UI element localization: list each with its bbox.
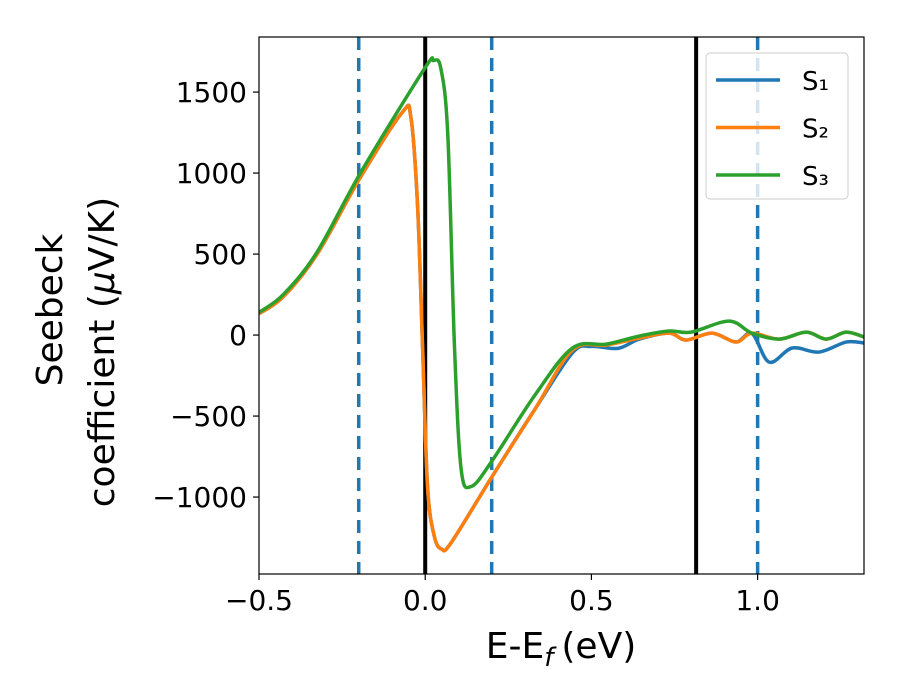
y-tick-label: −500 (170, 400, 247, 433)
plot-frame (258, 36, 865, 575)
legend-label: S₁ (802, 67, 829, 97)
legend: S₁ S₂ S₃ (705, 52, 849, 200)
legend-label: S₃ (802, 162, 829, 192)
series-group (259, 56, 864, 553)
y-tick-label: 1000 (176, 157, 247, 190)
reference-lines (356, 37, 760, 574)
legend-entry-3: S₃ (716, 162, 829, 192)
y-tick-label: 0 (229, 319, 247, 352)
legend-label: S₂ (802, 115, 829, 145)
x-tick-label: 0.0 (403, 584, 448, 617)
x-axis: −0.5 0.0 0.5 1.0 (225, 574, 780, 617)
legend-entry-2: S₂ (716, 115, 829, 145)
y-axis-label-line2: coefficient (μV/K) (82, 197, 123, 507)
y-axis: −1000 −500 0 500 1000 1500 (152, 76, 259, 514)
x-tick-label: −0.5 (225, 584, 293, 617)
y-tick-label: −1000 (152, 481, 247, 514)
legend-entry-1: S₁ (716, 67, 829, 97)
y-tick-label: 500 (194, 238, 247, 271)
y-axis-label: Seebeck coefficient (μV/K) (30, 197, 123, 507)
x-tick-label: 0.5 (569, 584, 614, 617)
x-axis-label: E-Ef (eV) (486, 626, 637, 673)
series-line-3 (259, 56, 864, 490)
y-axis-label-line1: Seebeck (30, 233, 71, 386)
y-tick-label: 1500 (176, 76, 247, 109)
x-tick-label: 1.0 (735, 584, 780, 617)
